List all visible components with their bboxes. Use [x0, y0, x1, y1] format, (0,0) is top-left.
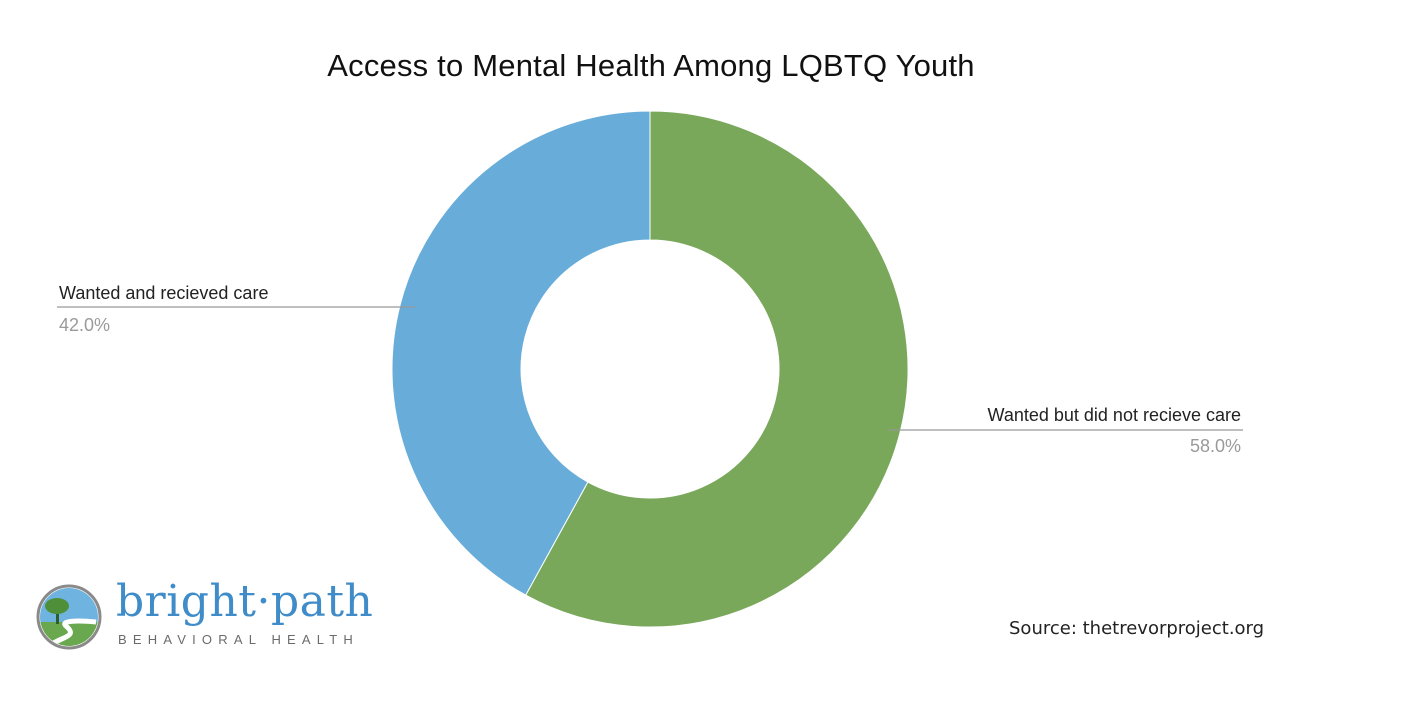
logo-subtitle: BEHAVIORAL HEALTH	[118, 632, 359, 647]
tree-path-logo-icon	[36, 584, 102, 650]
donut-slice	[525, 110, 909, 628]
donut-slice	[391, 110, 651, 596]
brand-logo: bright·path BEHAVIORAL HEALTH	[36, 576, 396, 652]
chart-title: Access to Mental Health Among LQBTQ Yout…	[327, 48, 975, 83]
logo-wordmark: bright·path	[116, 576, 374, 627]
slice-percent-label: 42.0%	[59, 315, 110, 335]
slice-percent-label: 58.0%	[1190, 436, 1241, 456]
labels-layer: Wanted but did not recieve care 58.0% Wa…	[57, 283, 1243, 456]
slice-label: Wanted but did not recieve care	[988, 405, 1241, 425]
slices-layer	[391, 110, 909, 628]
source-note: Source: thetrevorproject.org	[1009, 618, 1265, 639]
slice-label: Wanted and recieved care	[59, 283, 268, 303]
